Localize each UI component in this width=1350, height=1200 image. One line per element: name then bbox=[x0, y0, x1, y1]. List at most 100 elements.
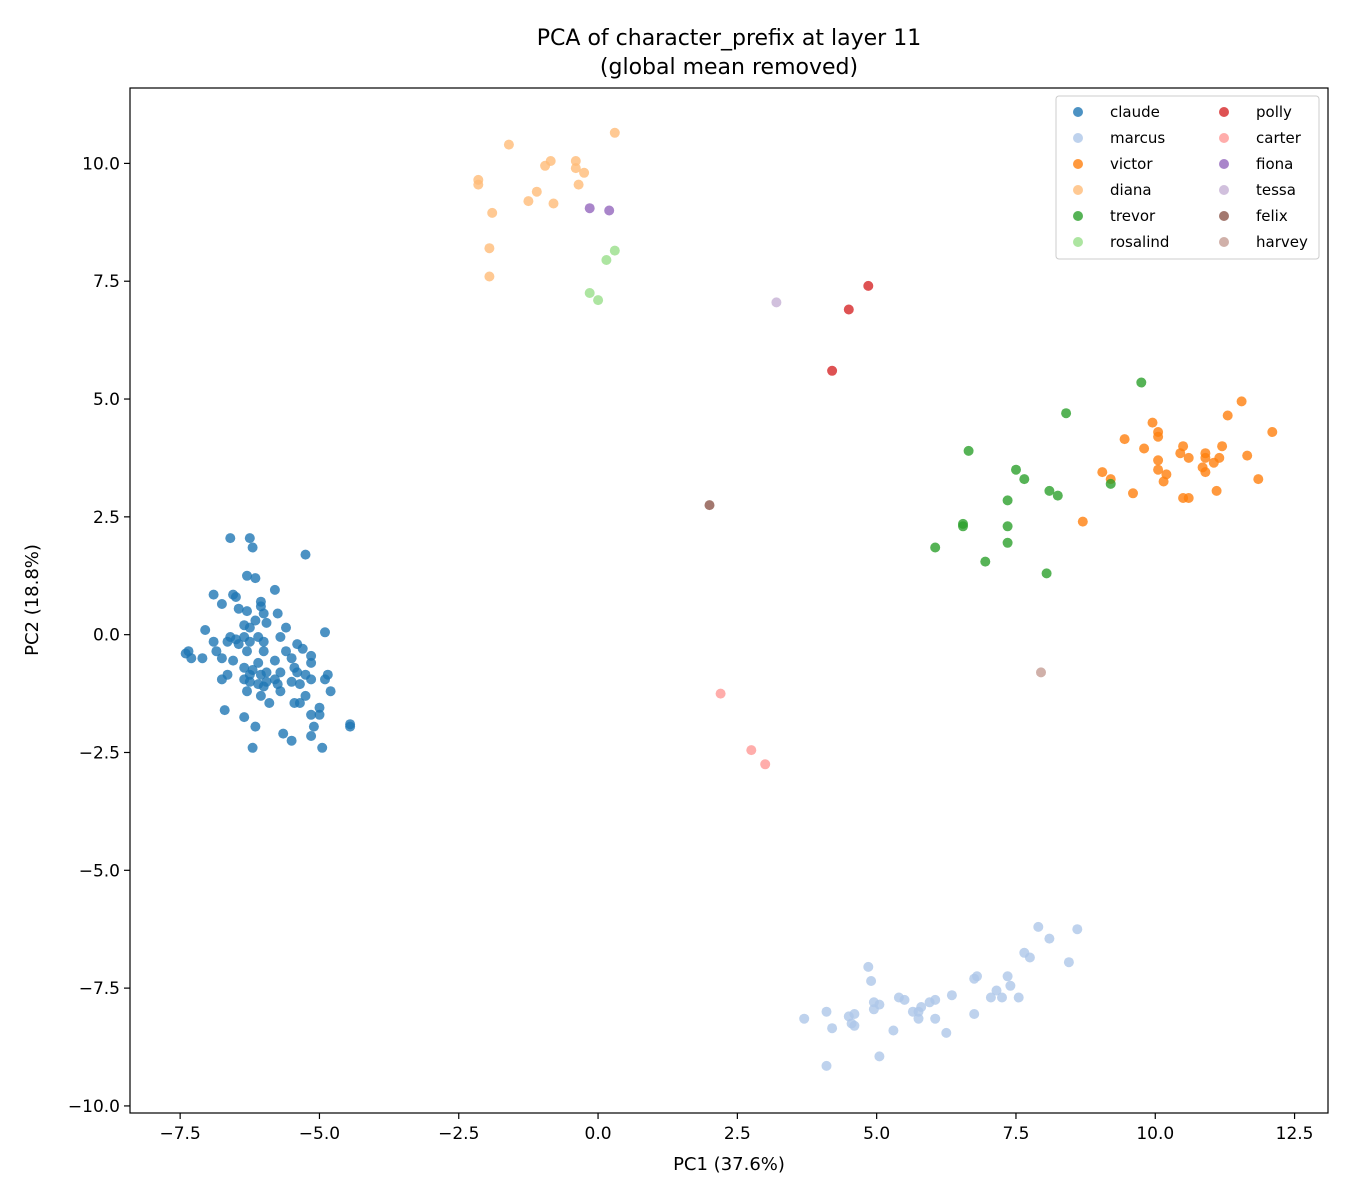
point-diana-9 bbox=[573, 179, 584, 190]
y-axis-label: PC2 (18.8%) bbox=[22, 544, 43, 656]
point-marcus-32 bbox=[913, 1013, 924, 1024]
point-marcus-4 bbox=[1024, 952, 1035, 963]
point-marcus-20 bbox=[924, 997, 935, 1008]
point-claude-74 bbox=[258, 681, 269, 692]
point-diana-13 bbox=[487, 207, 498, 218]
legend-label-tessa: tessa bbox=[1256, 181, 1296, 199]
point-claude-86 bbox=[239, 712, 250, 723]
point-diana-6 bbox=[579, 167, 590, 178]
point-marcus-30 bbox=[849, 1009, 860, 1019]
point-marcus-5 bbox=[1063, 957, 1074, 968]
legend-marker-marcus bbox=[1073, 133, 1083, 143]
point-claude-91 bbox=[278, 728, 289, 739]
point-trevor-8 bbox=[1002, 495, 1013, 506]
point-trevor-4 bbox=[1019, 474, 1030, 485]
point-claude-9 bbox=[230, 592, 241, 602]
point-polly-1 bbox=[843, 304, 854, 315]
point-diana-11 bbox=[523, 196, 534, 207]
point-claude-90 bbox=[345, 721, 356, 732]
y-tick-label: −2.5 bbox=[79, 743, 120, 763]
point-marcus-39 bbox=[874, 1051, 885, 1062]
chart-subtitle: (global mean removed) bbox=[600, 55, 858, 80]
point-claude-17 bbox=[250, 615, 261, 626]
legend-label-diana: diana bbox=[1110, 181, 1152, 199]
point-marcus-28 bbox=[969, 1009, 980, 1019]
y-axis-ticks: −10.0 −7.5 −5.0 −2.5 0.0 2.5 5.0 7.5 10.0 bbox=[68, 154, 130, 1117]
point-victor-10 bbox=[1175, 448, 1186, 459]
point-carter-0 bbox=[715, 688, 726, 699]
point-claude-88 bbox=[308, 721, 319, 732]
point-trevor-13 bbox=[930, 542, 941, 553]
legend-label-rosalind: rosalind bbox=[1110, 233, 1169, 251]
point-claude-66 bbox=[244, 676, 255, 687]
legend-label-carter: carter bbox=[1256, 129, 1302, 147]
point-marcus-35 bbox=[849, 1020, 860, 1031]
point-claude-55 bbox=[261, 667, 272, 678]
point-marcus-12 bbox=[991, 985, 1002, 996]
point-polly-2 bbox=[827, 365, 838, 376]
point-claude-30 bbox=[233, 639, 244, 650]
legend-marker-diana bbox=[1073, 185, 1083, 195]
point-claude-19 bbox=[200, 625, 211, 635]
point-diana-5 bbox=[570, 163, 581, 174]
point-trevor-5 bbox=[1105, 478, 1116, 489]
point-claude-33 bbox=[258, 636, 269, 647]
legend-label-trevor: trevor bbox=[1110, 207, 1156, 225]
point-victor-20 bbox=[1200, 467, 1211, 478]
legend-marker-trevor bbox=[1073, 211, 1083, 221]
point-victor-27 bbox=[1128, 488, 1138, 499]
x-tick-label: 7.5 bbox=[1002, 1124, 1029, 1144]
point-claude-85 bbox=[314, 709, 325, 720]
point-trevor-0 bbox=[1136, 377, 1147, 388]
point-claude-93 bbox=[306, 731, 317, 741]
point-claude-60 bbox=[306, 674, 317, 685]
point-claude-14 bbox=[242, 606, 252, 617]
point-claude-21 bbox=[244, 622, 255, 633]
legend-marker-carter bbox=[1219, 133, 1229, 143]
point-marcus-40 bbox=[821, 1060, 832, 1071]
point-claude-10 bbox=[216, 599, 227, 609]
point-claude-64 bbox=[216, 674, 227, 685]
point-claude-42 bbox=[211, 646, 222, 657]
legend-marker-harvey bbox=[1219, 237, 1229, 247]
point-marcus-11 bbox=[1005, 980, 1016, 991]
point-claude-15 bbox=[272, 608, 283, 619]
point-trevor-10 bbox=[958, 521, 968, 532]
point-victor-30 bbox=[1077, 516, 1088, 527]
point-victor-2 bbox=[1147, 417, 1158, 428]
point-victor-12 bbox=[1183, 452, 1194, 463]
point-diana-4 bbox=[540, 160, 551, 171]
x-axis-label: PC1 (37.6%) bbox=[673, 1154, 785, 1175]
point-marcus-38 bbox=[941, 1027, 952, 1038]
point-diana-10 bbox=[531, 186, 542, 197]
point-diana-0 bbox=[609, 127, 620, 138]
point-claude-73 bbox=[242, 686, 252, 697]
point-victor-15 bbox=[1242, 450, 1253, 461]
point-marcus-23 bbox=[868, 1004, 879, 1015]
point-trevor-14 bbox=[980, 556, 991, 567]
point-tessa-0 bbox=[771, 297, 782, 308]
point-trevor-7 bbox=[1052, 490, 1063, 501]
y-tick-label: 0.0 bbox=[93, 626, 120, 646]
legend-items: claude marcus victor diana trevor rosalind pol… bbox=[1073, 103, 1308, 251]
legend-marker-felix bbox=[1219, 211, 1229, 221]
point-victor-0 bbox=[1236, 396, 1247, 407]
legend-marker-tessa bbox=[1219, 185, 1229, 195]
point-claude-23 bbox=[275, 632, 286, 642]
point-claude-51 bbox=[306, 657, 317, 668]
point-claude-45 bbox=[239, 662, 250, 673]
point-victor-3 bbox=[1267, 427, 1278, 437]
point-claude-0 bbox=[225, 533, 236, 544]
point-victor-1 bbox=[1222, 410, 1233, 421]
legend-label-felix: felix bbox=[1256, 207, 1288, 225]
point-diana-3 bbox=[570, 156, 581, 166]
point-claude-22 bbox=[281, 622, 291, 633]
point-diana-14 bbox=[484, 243, 495, 254]
point-claude-81 bbox=[294, 698, 305, 708]
x-tick-label: 2.5 bbox=[724, 1124, 751, 1144]
point-victor-17 bbox=[1153, 455, 1164, 466]
point-claude-95 bbox=[317, 742, 328, 753]
y-tick-label: −5.0 bbox=[79, 861, 120, 881]
legend-label-polly: polly bbox=[1256, 103, 1292, 121]
point-diana-8 bbox=[473, 179, 484, 190]
